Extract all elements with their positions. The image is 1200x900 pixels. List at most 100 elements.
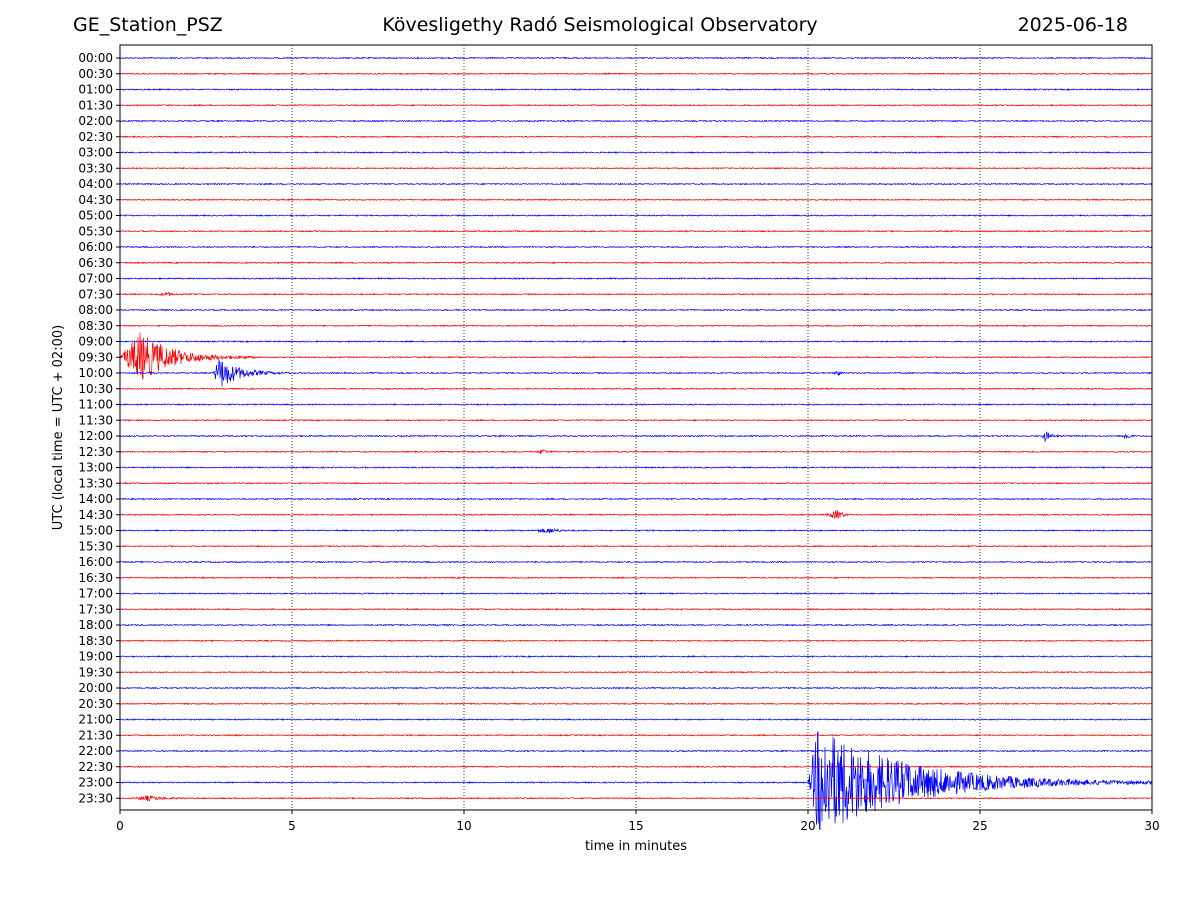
trace-line — [119, 340, 1153, 343]
trace-line — [119, 560, 1153, 564]
x-tick-label: 10 — [456, 819, 471, 833]
trace-line — [119, 261, 1153, 265]
trace-line — [119, 135, 1153, 139]
y-tick-label: 08:30 — [78, 319, 113, 333]
y-tick-label: 23:00 — [78, 776, 113, 790]
trace-line — [119, 56, 1153, 60]
y-tick-label: 16:30 — [78, 571, 113, 585]
trace-line — [119, 103, 1153, 107]
trace-line — [119, 198, 1153, 202]
trace-line — [119, 166, 1153, 170]
y-tick-label: 13:00 — [78, 461, 113, 475]
y-tick-label: 20:00 — [78, 681, 113, 695]
y-tick-label: 22:00 — [78, 744, 113, 758]
y-tick-label: 19:00 — [78, 650, 113, 664]
x-tick-label: 20 — [800, 819, 815, 833]
trace-line — [119, 795, 1153, 802]
x-tick-label: 25 — [972, 819, 987, 833]
y-tick-label: 07:00 — [78, 272, 113, 286]
y-tick-label: 10:00 — [78, 366, 113, 380]
y-tick-label: 14:00 — [78, 492, 113, 506]
y-tick-label: 07:30 — [78, 287, 113, 301]
trace-line — [120, 733, 1153, 737]
trace-line — [119, 576, 1153, 580]
y-tick-label: 19:30 — [78, 665, 113, 679]
y-tick-label: 10:30 — [78, 382, 113, 396]
trace-line — [119, 151, 1153, 154]
y-tick-label: 15:00 — [78, 524, 113, 538]
trace-line — [119, 119, 1153, 123]
y-tick-label: 16:00 — [78, 555, 113, 569]
trace-line — [120, 607, 1153, 611]
y-tick-label: 05:30 — [78, 224, 113, 238]
trace-line — [119, 360, 1153, 387]
y-tick-label: 01:30 — [78, 98, 113, 112]
y-tick-label: 02:00 — [78, 114, 113, 128]
trace-line — [119, 509, 1153, 519]
trace-line — [119, 623, 1153, 627]
trace-line — [119, 245, 1153, 249]
y-tick-label: 18:30 — [78, 634, 113, 648]
y-tick-label: 15:30 — [78, 539, 113, 553]
y-tick-label: 01:00 — [78, 83, 113, 97]
y-tick-label: 09:00 — [78, 335, 113, 349]
x-tick-label: 15 — [628, 819, 643, 833]
trace-line — [119, 324, 1153, 328]
trace-line — [119, 544, 1153, 548]
trace-line — [119, 182, 1153, 186]
y-tick-label: 12:00 — [78, 429, 113, 443]
y-axis-label: UTC (local time = UTC + 02:00) — [51, 325, 66, 530]
observatory-title: Kövesligethy Radó Seismological Observat… — [382, 14, 818, 36]
y-tick-label: 08:00 — [78, 303, 113, 317]
trace-line — [119, 481, 1153, 485]
trace-line — [119, 718, 1153, 721]
trace-line — [119, 214, 1153, 217]
trace-line — [119, 291, 1153, 297]
trace-line — [119, 670, 1153, 674]
trace-line — [119, 466, 1153, 469]
y-tick-label: 00:30 — [78, 67, 113, 81]
trace-line — [119, 418, 1153, 422]
y-tick-label: 21:00 — [78, 713, 113, 727]
y-tick-label: 04:30 — [78, 193, 113, 207]
trace-line — [119, 639, 1153, 643]
y-tick-label: 05:00 — [78, 209, 113, 223]
trace-line — [119, 749, 1153, 753]
y-tick-label: 20:30 — [78, 697, 113, 711]
trace-line — [119, 730, 1153, 831]
trace-line — [119, 765, 1153, 769]
y-tick-label: 23:30 — [78, 791, 113, 805]
trace-line — [119, 592, 1153, 595]
trace-line — [119, 403, 1153, 406]
y-tick-label: 06:00 — [78, 240, 113, 254]
y-tick-label: 02:30 — [78, 130, 113, 144]
y-tick-label: 11:30 — [78, 413, 113, 427]
trace-line — [119, 528, 1153, 534]
trace-line — [119, 72, 1153, 76]
trace-line — [119, 332, 1153, 380]
y-tick-label: 14:30 — [78, 508, 113, 522]
y-tick-label: 03:00 — [78, 146, 113, 160]
station-name: GE_Station_PSZ — [73, 14, 223, 36]
x-tick-label: 0 — [116, 819, 124, 833]
trace-line — [119, 88, 1153, 91]
trace-line — [119, 702, 1153, 706]
trace-line — [119, 229, 1153, 233]
trace-line — [119, 448, 1153, 455]
y-tick-label: 18:00 — [78, 618, 113, 632]
trace-line — [119, 308, 1153, 312]
y-tick-label: 17:00 — [78, 587, 113, 601]
y-tick-label: 22:30 — [78, 760, 113, 774]
trace-line — [119, 431, 1153, 442]
y-tick-label: 00:00 — [78, 51, 113, 65]
y-tick-label: 11:00 — [78, 398, 113, 412]
y-tick-label: 03:30 — [78, 161, 113, 175]
trace-line — [119, 277, 1153, 280]
y-tick-label: 12:30 — [78, 445, 113, 459]
y-tick-label: 04:00 — [78, 177, 113, 191]
x-tick-label: 5 — [288, 819, 296, 833]
x-tick-label: 30 — [1144, 819, 1159, 833]
y-tick-label: 06:30 — [78, 256, 113, 270]
x-axis-label: time in minutes — [585, 839, 687, 854]
